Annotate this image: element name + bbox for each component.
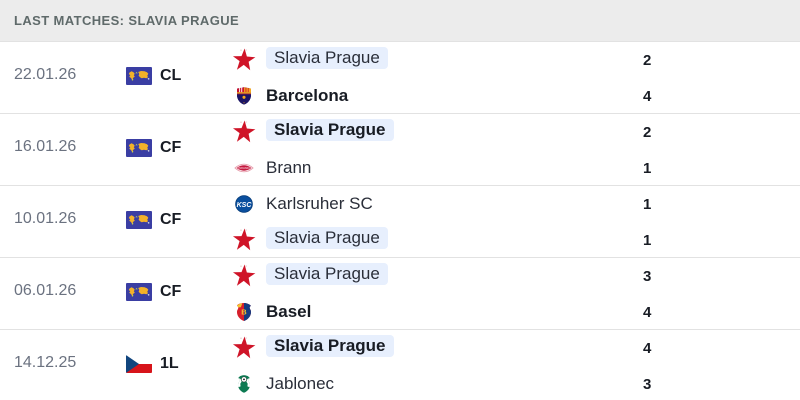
svg-text:B: B (241, 308, 247, 317)
svg-text:KSC: KSC (237, 202, 253, 209)
svg-text:BRANN: BRANN (238, 166, 250, 170)
